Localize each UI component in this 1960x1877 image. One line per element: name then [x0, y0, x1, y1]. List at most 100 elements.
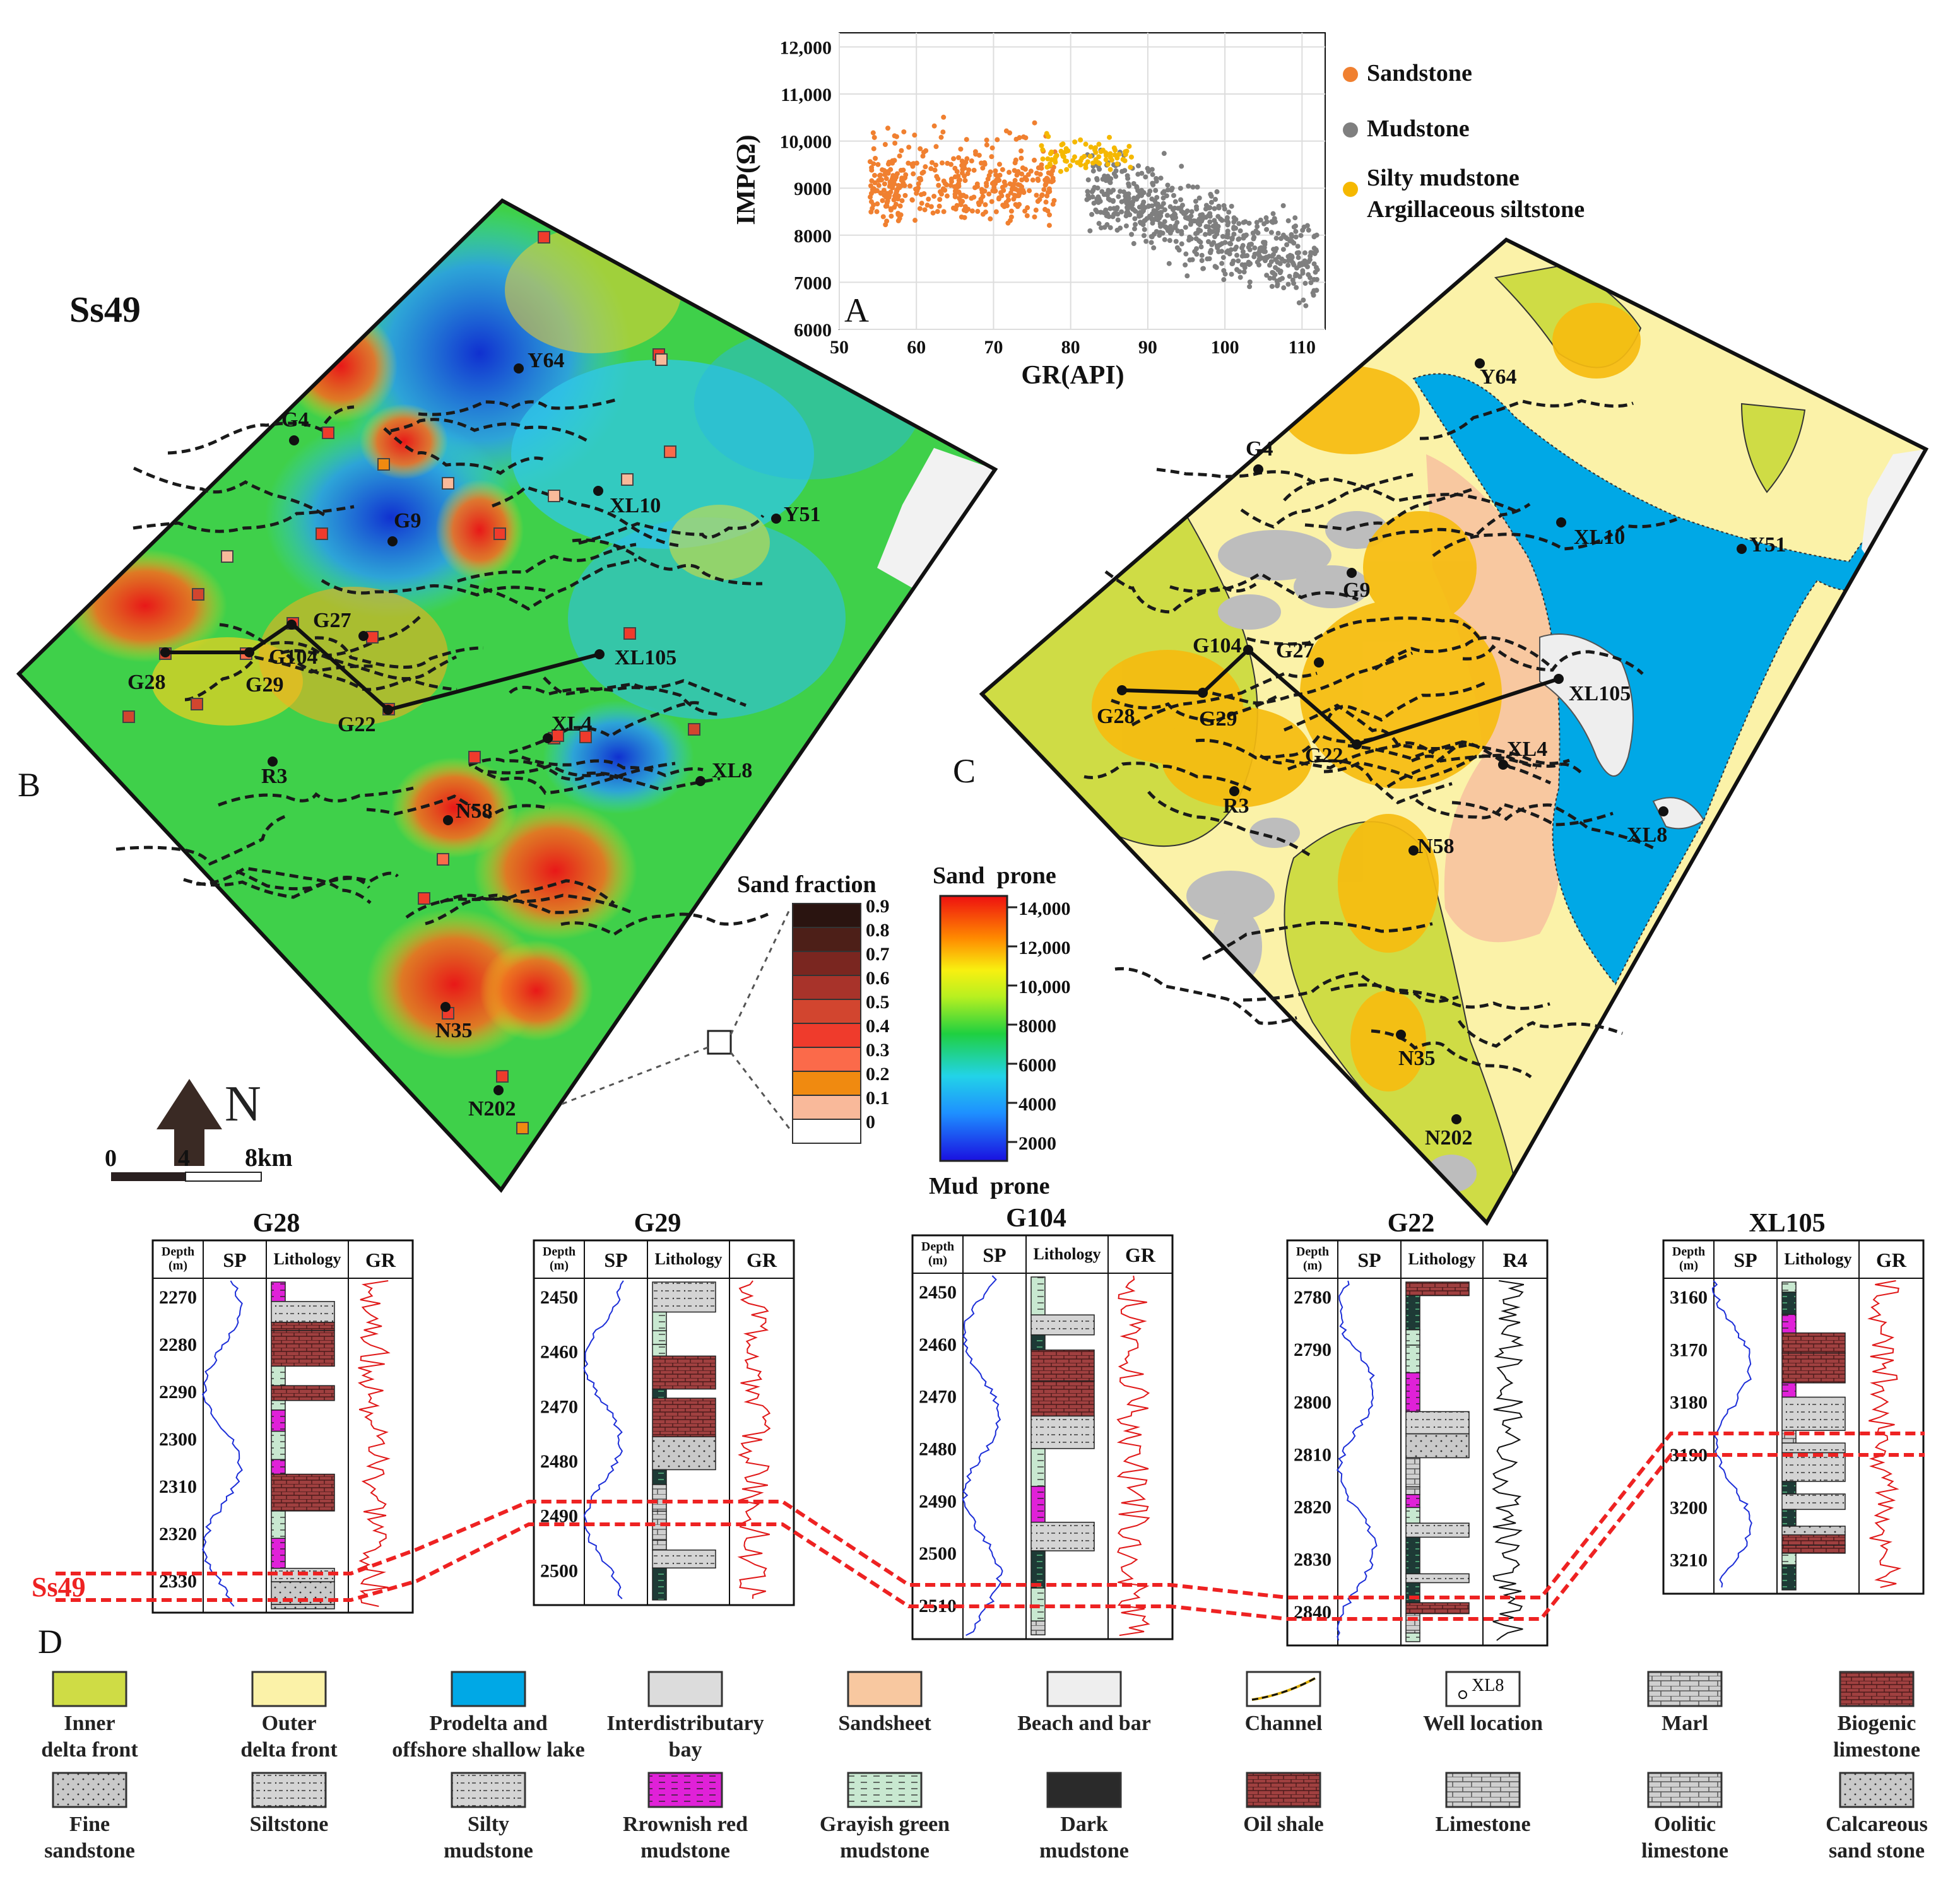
xp-point-mudstone — [1165, 187, 1171, 193]
xp-point-mudstone — [1133, 221, 1138, 227]
scale-bar-black — [111, 1172, 186, 1181]
xp-point-sandstone — [1041, 187, 1047, 192]
xp-point-sandstone — [1004, 203, 1010, 209]
xp-point-sandstone — [928, 204, 934, 209]
xp-point-sandstone — [1050, 201, 1056, 207]
xp-point-sandstone — [975, 209, 981, 215]
xp-point-sandstone — [1043, 199, 1049, 205]
xp-point-sandstone — [1032, 214, 1037, 220]
xp-point-sandstone — [1018, 155, 1024, 161]
map-c-beach-bar-1 — [1539, 633, 1634, 777]
channel-path — [1114, 967, 1297, 1025]
xp-point-sandstone — [1018, 148, 1024, 154]
xp-point-mudstone — [1098, 225, 1104, 231]
channel-path — [560, 912, 769, 936]
xp-point-mudstone — [1114, 227, 1120, 233]
xp-point-mudstone — [1087, 228, 1093, 233]
xp-point-mudstone — [1122, 168, 1128, 174]
xp-point-silty — [1095, 160, 1101, 165]
lithology-bed — [1781, 1281, 1797, 1293]
xp-point-mudstone — [1189, 209, 1195, 215]
well-label: G29 — [1199, 707, 1237, 731]
well-label: N58 — [1417, 835, 1455, 858]
xp-point-mudstone — [1225, 222, 1231, 228]
legend-swatch — [847, 1671, 923, 1707]
xp-point-sandstone — [948, 182, 953, 188]
channel-path — [366, 794, 550, 820]
xp-point-mudstone — [1089, 211, 1095, 217]
xp-point-mudstone — [1277, 261, 1283, 266]
xp-point-sandstone — [988, 169, 993, 175]
xp-point-silty — [1078, 162, 1083, 168]
xp-point-mudstone — [1169, 185, 1175, 191]
xp-point-sandstone — [902, 175, 908, 180]
xp-point-mudstone — [1164, 193, 1169, 199]
xp-point-sandstone — [917, 206, 923, 211]
xp-point-mudstone — [1169, 228, 1174, 233]
xp-point-mudstone — [1243, 233, 1248, 238]
xp-point-mudstone — [1263, 215, 1269, 221]
xp-point-mudstone — [1148, 240, 1154, 245]
xp-point-mudstone — [1141, 233, 1147, 238]
xp-point-mudstone — [1285, 218, 1291, 223]
lithology-bed — [1405, 1494, 1420, 1509]
xp-point-sandstone — [899, 198, 905, 204]
xp-point-mudstone — [1224, 234, 1229, 240]
xp-point-mudstone — [1253, 228, 1259, 234]
xp-point-mudstone — [1094, 209, 1100, 215]
well-marker — [695, 776, 705, 786]
xp-point-sandstone — [916, 181, 921, 187]
depth-header: Depth — [1296, 1245, 1329, 1259]
legend-label: Grayish green — [820, 1813, 950, 1836]
mud-prone-label: Mud prone — [929, 1173, 1049, 1199]
channel-path — [492, 485, 681, 548]
depth-tick: 2310 — [159, 1476, 197, 1497]
xp-point-mudstone — [1137, 220, 1143, 225]
lithology-bed — [1405, 1372, 1420, 1413]
channel-path — [1451, 801, 1655, 850]
xp-point-sandstone — [971, 167, 977, 173]
xp-point-mudstone — [1234, 252, 1240, 258]
xp-point-mudstone — [1271, 247, 1277, 252]
xp-point-mudstone — [1132, 216, 1138, 221]
well-label: N202 — [1425, 1126, 1473, 1150]
xp-point-silty — [1072, 154, 1077, 160]
xp-point-sandstone — [964, 156, 970, 162]
xp-point-mudstone — [1267, 276, 1273, 281]
xp-xtick: 50 — [830, 337, 849, 358]
xp-ytick: 6000 — [794, 320, 832, 341]
xp-point-sandstone — [1007, 181, 1013, 187]
sand-fraction-tick: 0.6 — [866, 968, 890, 989]
lithology-bed — [1405, 1411, 1470, 1435]
sand-prone-label: Sand prone — [933, 862, 1056, 889]
channel-path — [1131, 671, 1318, 727]
lithology-bed — [1405, 1295, 1420, 1331]
panel-label-a: A — [844, 291, 869, 329]
sand-fraction-marker — [623, 627, 636, 640]
well-label: G27 — [313, 609, 351, 632]
sand-fraction-marker — [377, 458, 390, 471]
xp-point-sandstone — [893, 174, 899, 179]
xp-point-mudstone — [1131, 226, 1137, 232]
xp-point-sandstone — [912, 132, 918, 138]
xp-point-sandstone — [870, 130, 876, 136]
lithology-bed — [271, 1459, 286, 1475]
xp-point-mudstone — [1130, 199, 1136, 204]
map-c-wells: Y64 G4 XL10 Y51 G9 G27 G104 G28 G29 XL105 G22 XL4 R3… — [1097, 358, 1786, 1150]
lithology-bed — [1405, 1522, 1470, 1538]
channel-path — [1369, 502, 1531, 543]
lithology-bed — [1405, 1536, 1420, 1575]
xp-point-sandstone — [960, 199, 965, 204]
xp-point-silty — [1048, 151, 1053, 156]
xp-point-sandstone — [1046, 170, 1051, 176]
legend-label-2: mudstone — [1039, 1839, 1129, 1862]
xp-point-mudstone — [1097, 199, 1103, 204]
channel-path — [1284, 703, 1467, 751]
map-c-border — [979, 237, 1929, 1226]
xp-point-mudstone — [1252, 245, 1258, 250]
xp-point-silty — [1040, 156, 1046, 162]
channel-path — [1156, 468, 1316, 485]
xp-point-sandstone — [1039, 162, 1044, 168]
xp-point-mudstone — [1140, 208, 1146, 214]
xp-point-mudstone — [1142, 227, 1147, 232]
